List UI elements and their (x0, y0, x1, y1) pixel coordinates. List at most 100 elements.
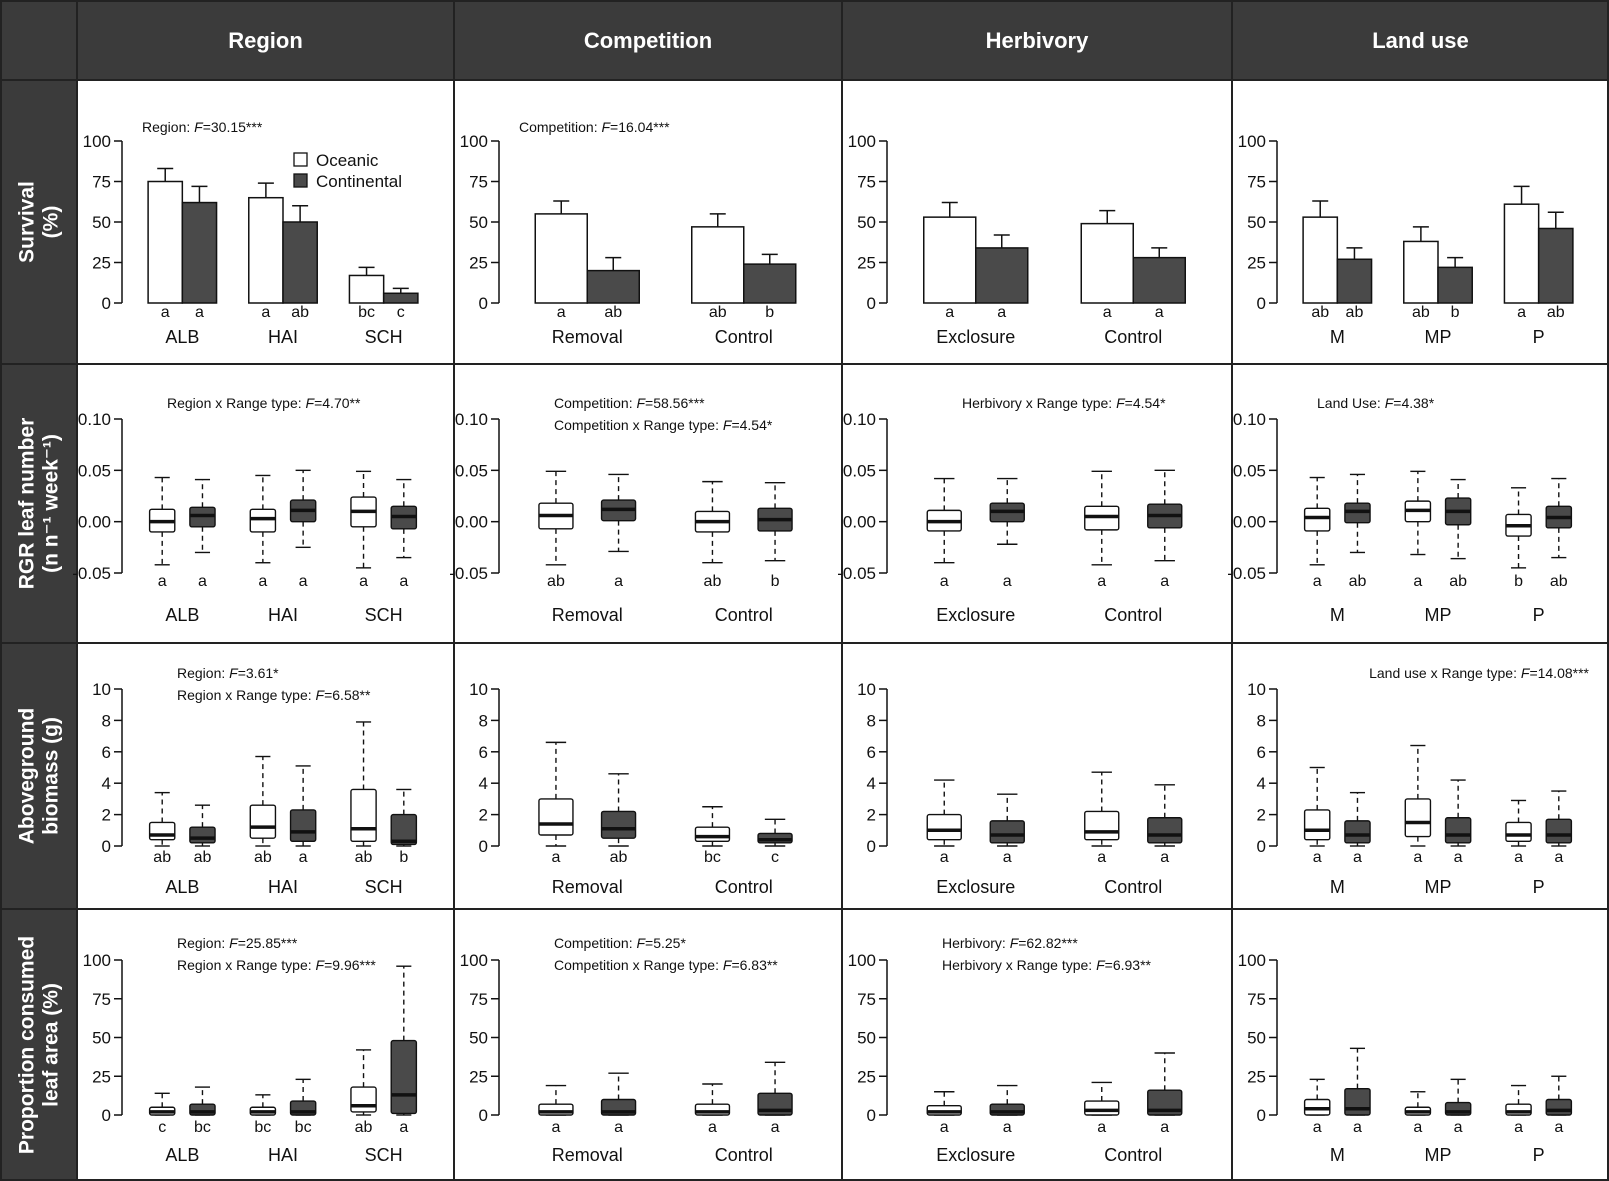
significance-letter: ab (610, 849, 628, 866)
y-tick-label: -0.05 (449, 564, 488, 583)
box (1505, 821, 1532, 842)
y-tick-label: 0 (1257, 294, 1266, 313)
y-tick-label: 8 (479, 711, 488, 730)
legend-label-continental: Continental (316, 172, 402, 191)
category-label: ALB (165, 327, 199, 347)
y-tick-label: 0.05 (843, 461, 876, 480)
bar-continental (743, 263, 797, 304)
column-header-band (0, 0, 1609, 80)
y-tick-label: 50 (857, 213, 876, 232)
boxplot-oceanic (1303, 766, 1331, 847)
bar-continental (282, 221, 318, 304)
y-tick-label: 50 (1247, 1029, 1266, 1048)
y-tick-label: 75 (92, 990, 111, 1009)
stat-annotation: Competition: F=5.25* (554, 935, 686, 951)
significance-letter: c (158, 1119, 166, 1136)
significance-letter: ab (709, 304, 727, 321)
category-label: P (1533, 605, 1545, 625)
y-tick-label: 0 (867, 1106, 876, 1125)
bar-continental (586, 269, 640, 304)
y-tick-label: 0.05 (78, 461, 111, 480)
significance-letter: a (940, 849, 949, 866)
significance-letter: a (1003, 573, 1012, 590)
category-label: Exclosure (936, 327, 1015, 347)
category-label: M (1330, 605, 1345, 625)
boxplot-continental (189, 478, 216, 554)
stat-annotation: Competition: F=16.04*** (519, 119, 670, 135)
row-header-4: Proportion consumed leaf area (%) (16, 936, 63, 1154)
y-tick-label: 6 (1257, 743, 1266, 762)
y-tick-label: 4 (102, 774, 111, 793)
boxplot-oceanic (1303, 476, 1331, 566)
category-label: SCH (365, 877, 403, 897)
stat-annotation: Herbivory x Range type: F=6.93** (942, 957, 1152, 973)
y-axis (114, 688, 123, 847)
category-label: Removal (552, 1145, 623, 1165)
y-tick-label: 0.00 (843, 513, 876, 532)
significance-letter: b (771, 573, 780, 590)
significance-letter: a (940, 573, 949, 590)
significance-letter: a (1554, 849, 1563, 866)
boxplot-continental (1545, 1075, 1573, 1116)
stat-annotation: Competition x Range type: F=6.83** (554, 957, 778, 973)
significance-letter: a (551, 849, 560, 866)
y-tick-label: 2 (479, 806, 488, 825)
significance-letter: c (397, 304, 405, 321)
y-tick-label: 0.10 (843, 410, 876, 429)
significance-letter: a (359, 573, 368, 590)
y-tick-label: 0 (479, 294, 488, 313)
significance-letter: a (161, 304, 170, 321)
boxplot-continental (189, 804, 216, 847)
significance-letter: a (258, 573, 267, 590)
y-tick-label: 0.05 (455, 461, 488, 480)
stat-annotation: Competition: F=58.56*** (554, 395, 705, 411)
y-axis (491, 418, 500, 574)
boxplot-oceanic (350, 470, 377, 569)
significance-letter: a (1097, 1119, 1106, 1136)
y-tick-label: 75 (469, 990, 488, 1009)
box (600, 810, 637, 839)
y-tick-label: 75 (1247, 173, 1266, 192)
row-header-1: Survival (%) (16, 181, 63, 263)
significance-letter: a (1454, 849, 1463, 866)
boxplot-continental (1147, 1052, 1183, 1116)
boxplot-oceanic (1404, 1091, 1432, 1116)
significance-letter: a (399, 1119, 408, 1136)
boxplot-continental (989, 1084, 1025, 1116)
y-tick-label: 0 (479, 837, 488, 856)
boxplot-continental (757, 818, 793, 847)
y-axis (491, 140, 500, 304)
boxplot-continental (289, 469, 317, 549)
significance-letter: ab (547, 573, 565, 590)
significance-letter: a (1413, 1119, 1422, 1136)
significance-letter: a (1413, 573, 1422, 590)
y-axis (879, 688, 888, 847)
boxplot-continental (600, 773, 637, 847)
category-label: ALB (165, 605, 199, 625)
significance-letter: a (1155, 304, 1164, 321)
legend-swatch-continental (293, 173, 308, 188)
significance-letter: a (940, 1119, 949, 1136)
box (989, 820, 1025, 844)
y-tick-label: 8 (1257, 711, 1266, 730)
row-header-line: biomass (g) (40, 717, 63, 835)
bar-continental (1336, 258, 1373, 304)
y-tick-label: 0 (1257, 837, 1266, 856)
y-axis (114, 959, 123, 1116)
significance-letter: bc (358, 304, 375, 321)
bar-oceanic (1302, 216, 1339, 304)
bar-oceanic (348, 274, 385, 304)
boxplot-continental (390, 478, 418, 559)
box (1084, 810, 1120, 841)
significance-letter: a (1003, 849, 1012, 866)
y-tick-label: 100 (848, 132, 876, 151)
stat-annotation: Region: F=30.15*** (142, 119, 263, 135)
category-label: Removal (552, 877, 623, 897)
category-label: MP (1425, 605, 1452, 625)
significance-letter: ab (1547, 304, 1565, 321)
y-tick-label: 0.00 (455, 513, 488, 532)
category-label: M (1330, 1145, 1345, 1165)
y-tick-label: 75 (857, 173, 876, 192)
category-label: HAI (268, 605, 298, 625)
